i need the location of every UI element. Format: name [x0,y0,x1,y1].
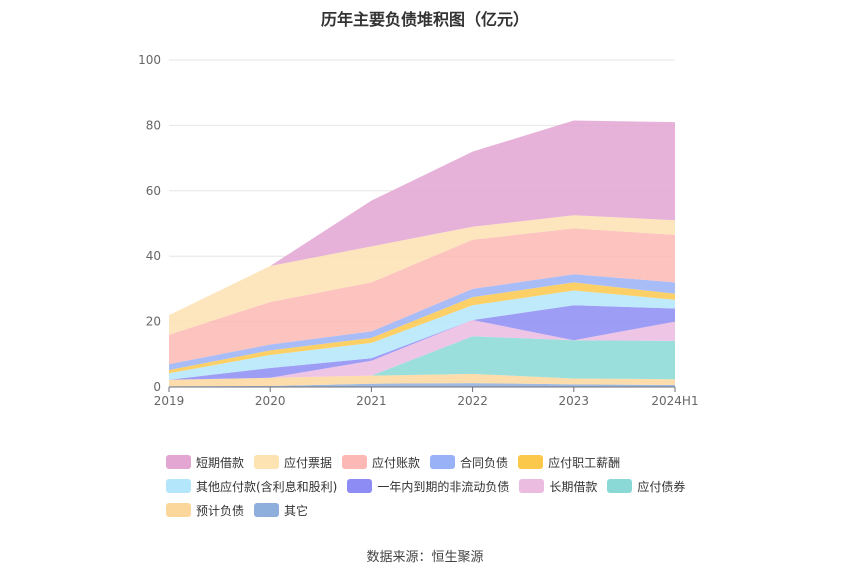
area-series [169,120,675,387]
legend-swatch [254,503,280,517]
area-series-8 [169,228,675,365]
area-series-7 [169,274,675,370]
y-tick-label: 20 [146,315,161,329]
y-tick-label: 80 [146,118,161,132]
legend-item[interactable]: 应付票据 [254,454,332,471]
legend-label: 应付账款 [372,455,421,470]
legend-item[interactable]: 长期借款 [519,478,597,495]
legend: 短期借款 应付票据 应付账款 合同负债 应付职工薪酬其他应付款(含利息和股利) 一年内到期… [166,450,746,522]
legend-swatch [347,479,373,493]
legend-label: 一年内到期的非流动负债 [377,479,510,494]
area-series-5 [169,290,675,380]
x-tick-label: 2023 [559,394,590,408]
legend-label: 预计负债 [196,503,245,518]
legend-swatch [166,455,191,469]
legend-item[interactable]: 短期借款 [166,454,244,471]
legend-swatch [166,479,191,493]
legend-row: 短期借款 应付票据 应付账款 合同负债 应付职工薪酬 [166,450,746,474]
legend-label: 应付债券 [637,479,686,494]
legend-label: 其他应付款(含利息和股利) [196,479,338,494]
legend-swatch [519,479,545,493]
y-tick-label: 0 [153,380,161,394]
x-tick-label: 2024H1 [651,394,698,408]
legend-swatch [518,455,544,469]
legend-label: 应付职工薪酬 [548,455,621,470]
legend-row: 其他应付款(含利息和股利) 一年内到期的非流动负债 长期借款 应付债券 [166,474,746,498]
axes: 0 20 40 60 80 100 2019 2020 2021 2022 2023 2024H1 [138,53,699,408]
legend-item[interactable]: 应付职工薪酬 [518,454,620,471]
legend-item[interactable]: 合同负债 [430,454,508,471]
area-series-0 [169,383,675,387]
x-tick-label: 2020 [255,394,286,408]
y-tick-label: 100 [138,53,161,67]
area-series-2 [169,336,675,380]
area-series-4 [169,305,675,380]
source-note: 数据来源：恒生聚源 [366,550,484,565]
legend-item[interactable]: 应付账款 [342,454,420,471]
legend-swatch [607,479,633,493]
chart-title: 历年主要负债堆积图（亿元） [320,10,529,29]
legend-label: 合同负债 [460,455,509,470]
area-series-3 [169,320,675,380]
legend-swatch [166,503,191,517]
legend-item[interactable]: 预计负债 [166,502,244,519]
legend-swatch [254,455,280,469]
legend-swatch [430,455,456,469]
area-series-1 [169,373,675,387]
legend-item[interactable]: 一年内到期的非流动负债 [347,478,509,495]
legend-label: 其它 [284,503,309,518]
area-series-6 [169,282,675,374]
legend-item[interactable]: 其它 [254,502,308,519]
x-tick-label: 2022 [457,394,488,408]
area-series-10 [169,120,675,316]
legend-label: 长期借款 [549,479,598,494]
legend-item[interactable]: 应付债券 [607,478,685,495]
x-tick-label: 2019 [154,394,185,408]
legend-item[interactable]: 其他应付款(含利息和股利) [166,478,337,495]
legend-label: 短期借款 [196,455,245,470]
legend-swatch [342,455,368,469]
x-tick-label: 2021 [356,394,387,408]
y-tick-label: 40 [146,249,161,263]
legend-label: 应付票据 [284,455,333,470]
legend-row: 预计负债 其它 [166,498,746,522]
y-tick-label: 60 [146,184,161,198]
area-series-9 [169,215,675,335]
